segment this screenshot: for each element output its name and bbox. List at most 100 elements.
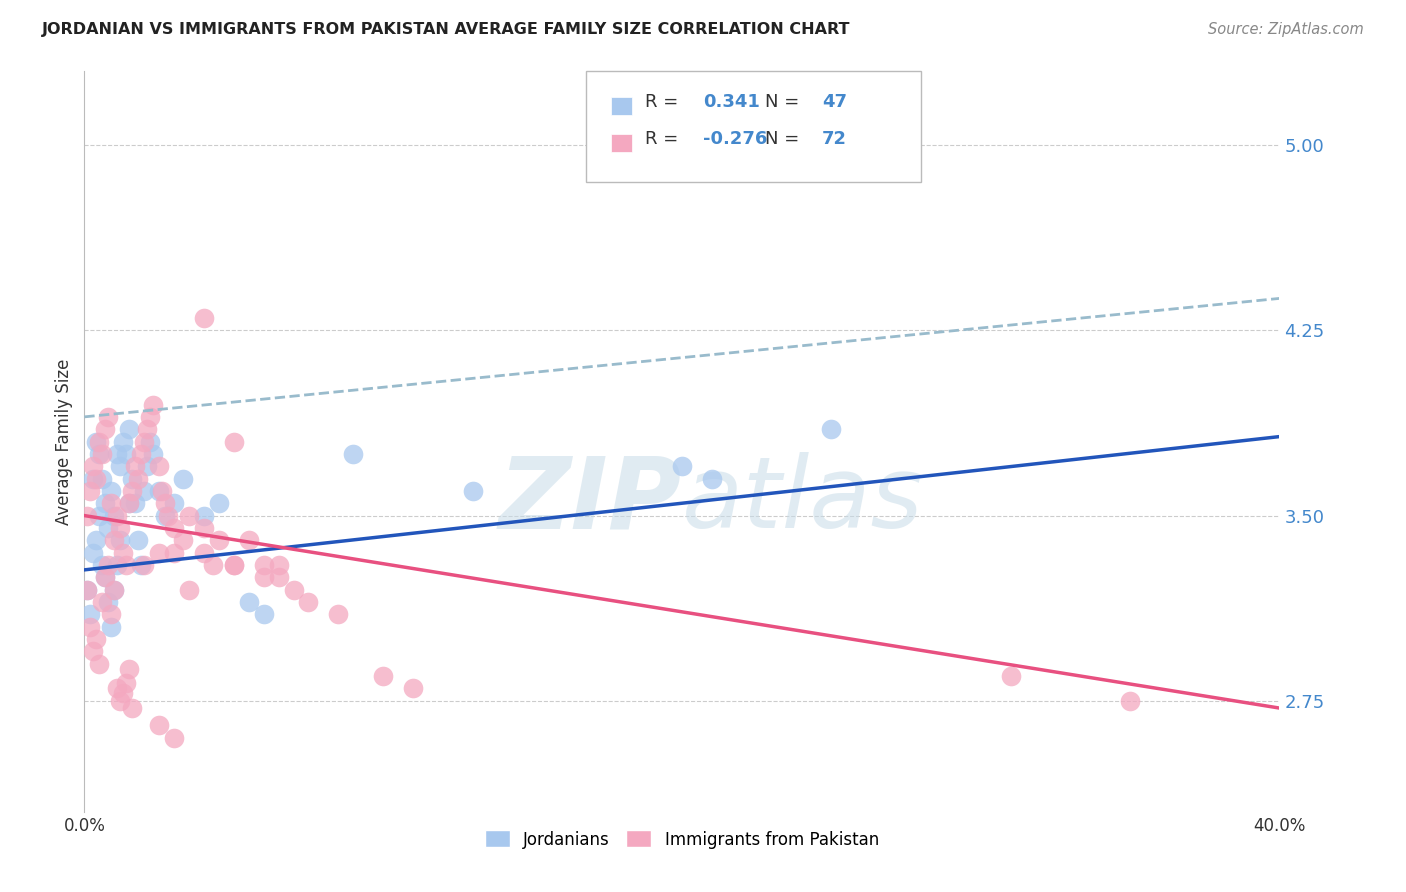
Point <box>86 533 108 548</box>
Point <box>163 496 186 510</box>
Point <box>89 434 111 449</box>
Point <box>115 447 138 461</box>
Point <box>105 508 128 523</box>
Point <box>201 558 224 572</box>
Point <box>297 595 319 609</box>
Point <box>124 459 146 474</box>
Point <box>193 311 215 326</box>
Point <box>148 546 170 560</box>
Point <box>148 718 170 732</box>
Point <box>253 558 276 572</box>
Point <box>328 607 350 622</box>
Text: N =: N = <box>765 130 804 148</box>
Point <box>91 447 114 461</box>
Point <box>222 558 245 572</box>
Point <box>89 447 111 461</box>
Point <box>136 422 159 436</box>
Point <box>222 558 245 572</box>
Point <box>342 447 364 461</box>
Point <box>402 681 425 696</box>
Point <box>118 422 141 436</box>
Point <box>142 447 165 461</box>
Point <box>238 533 260 548</box>
Text: R =: R = <box>645 94 685 112</box>
Point <box>148 459 170 474</box>
Point <box>208 533 231 548</box>
Point <box>177 508 200 523</box>
Point <box>139 434 162 449</box>
Point <box>700 472 723 486</box>
Point <box>127 533 149 548</box>
Point <box>103 582 125 597</box>
Point <box>132 558 156 572</box>
Point <box>118 496 141 510</box>
Point <box>86 434 108 449</box>
Point <box>86 472 108 486</box>
Point <box>153 508 176 523</box>
Point <box>91 595 114 609</box>
Point <box>94 570 117 584</box>
Point <box>121 483 143 498</box>
Text: atlas: atlas <box>682 452 924 549</box>
Point <box>172 533 194 548</box>
Text: N =: N = <box>765 94 804 112</box>
Point <box>82 546 104 560</box>
Point <box>105 558 128 572</box>
Text: R =: R = <box>645 130 685 148</box>
Point <box>172 472 194 486</box>
Point <box>124 496 146 510</box>
Point <box>153 496 176 510</box>
Point <box>283 582 305 597</box>
Point <box>89 508 111 523</box>
Point <box>127 472 149 486</box>
Point <box>193 546 215 560</box>
Point <box>76 582 98 597</box>
Point <box>1000 669 1022 683</box>
Point <box>91 558 114 572</box>
Legend: Jordanians, Immigrants from Pakistan: Jordanians, Immigrants from Pakistan <box>478 823 886 855</box>
Point <box>373 669 395 683</box>
Point <box>121 701 143 715</box>
Point <box>97 558 120 572</box>
Text: ZIP: ZIP <box>499 452 682 549</box>
Point <box>253 607 276 622</box>
Point <box>129 558 152 572</box>
Point <box>118 496 141 510</box>
Point <box>115 558 138 572</box>
Point <box>157 508 180 523</box>
Point <box>820 422 842 436</box>
Point <box>163 546 186 560</box>
Point <box>94 422 117 436</box>
Text: Source: ZipAtlas.com: Source: ZipAtlas.com <box>1208 22 1364 37</box>
Point <box>97 521 120 535</box>
Point <box>112 686 135 700</box>
Point <box>112 434 135 449</box>
Point <box>139 409 162 424</box>
FancyBboxPatch shape <box>586 71 921 183</box>
Point <box>150 483 173 498</box>
Point <box>82 472 104 486</box>
Point <box>94 496 117 510</box>
Point <box>97 595 120 609</box>
Point <box>100 607 122 622</box>
Point <box>193 521 215 535</box>
Point <box>82 459 104 474</box>
Point <box>110 694 132 708</box>
Point <box>163 521 186 535</box>
Point <box>208 496 231 510</box>
Point <box>110 521 132 535</box>
Point <box>105 447 128 461</box>
Text: 47: 47 <box>823 94 848 112</box>
Point <box>100 496 122 510</box>
Point <box>238 595 260 609</box>
Point <box>103 508 125 523</box>
Point <box>193 508 215 523</box>
Point <box>86 632 108 646</box>
Point <box>118 662 141 676</box>
FancyBboxPatch shape <box>612 97 633 115</box>
Point <box>112 546 135 560</box>
Point <box>110 533 132 548</box>
Point <box>148 483 170 498</box>
Text: 0.341: 0.341 <box>703 94 759 112</box>
Point <box>671 459 693 474</box>
